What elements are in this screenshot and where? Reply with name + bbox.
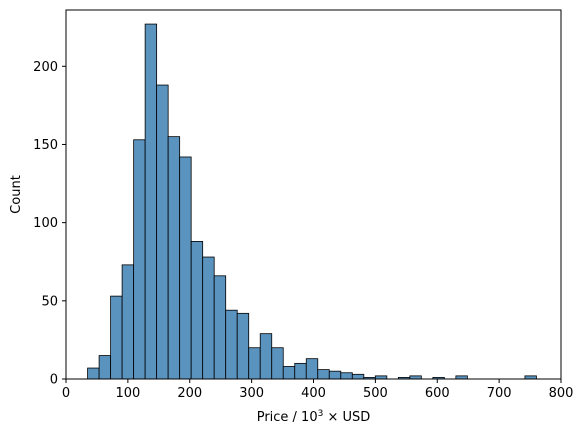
x-tick-label: 100 [115, 386, 140, 401]
histogram-bar [202, 256, 215, 380]
histogram-bar [133, 139, 146, 380]
x-tick-label: 300 [239, 386, 264, 401]
histogram-bar [282, 366, 296, 380]
x-tick-label: 400 [301, 386, 326, 401]
y-tick-label: 100 [33, 216, 58, 231]
histogram-bar [271, 347, 284, 380]
x-axis-label-exponent: 3 [318, 409, 324, 419]
x-axis-ticks: 0 100 200 300 400 500 600 700 800 [62, 379, 574, 401]
y-axis-label: Count [9, 175, 24, 214]
x-tick-label: 0 [62, 386, 70, 401]
histogram-bar [317, 369, 330, 380]
y-tick-label: 50 [41, 294, 58, 309]
histogram-bar [305, 358, 319, 380]
x-tick-label: 500 [363, 386, 388, 401]
histogram-bar [213, 275, 227, 380]
histogram-bar [259, 333, 273, 380]
x-axis-label: Price / 103 × USD [257, 409, 371, 425]
x-tick-label: 800 [549, 386, 574, 401]
histogram-bar [340, 372, 353, 380]
histogram-bars [87, 23, 537, 380]
histogram-bar [328, 370, 342, 380]
histogram-bar [351, 373, 365, 380]
x-tick-label: 200 [177, 386, 202, 401]
histogram-bar [98, 355, 112, 380]
histogram-bar [87, 367, 100, 380]
histogram-bar [167, 136, 181, 380]
x-tick-label: 700 [487, 386, 512, 401]
histogram-bar [110, 295, 123, 380]
x-axis-label-prefix: Price / 10 [257, 410, 318, 425]
histogram-bar [225, 309, 238, 380]
histogram-bar [121, 264, 135, 380]
x-axis-label-suffix: × USD [323, 410, 370, 425]
y-tick-label: 150 [33, 138, 58, 153]
histogram-bar [236, 312, 250, 380]
histogram-bar [248, 347, 261, 380]
plot-frame [65, 9, 562, 380]
histogram-bar [294, 362, 307, 380]
x-tick-label: 600 [425, 386, 450, 401]
histogram-bar [190, 241, 204, 380]
y-tick-label: 0 [50, 373, 58, 388]
y-axis-ticks: 0 50 100 150 200 [33, 60, 66, 388]
histogram-bar [179, 156, 192, 380]
histogram-bar [156, 84, 169, 380]
y-tick-label: 200 [33, 60, 58, 75]
histogram-bar [144, 23, 158, 380]
